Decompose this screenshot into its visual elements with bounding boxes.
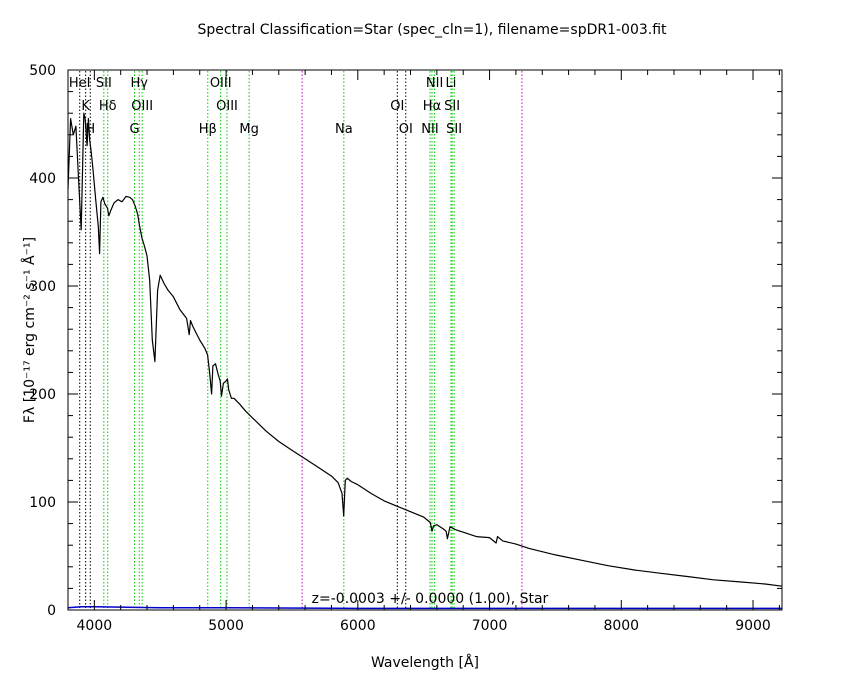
x-tick-label-5: 9000 bbox=[735, 618, 771, 634]
chart-title: Spectral Classification=Star (spec_cln=1… bbox=[197, 22, 667, 38]
x-tick-label-4: 8000 bbox=[603, 618, 639, 634]
y-tick-label-5: 500 bbox=[29, 63, 56, 79]
y-tick-label-2: 200 bbox=[29, 387, 56, 403]
line-label-2: H bbox=[85, 122, 95, 137]
line-label-17: Hα bbox=[423, 99, 441, 114]
line-label-4: Hδ bbox=[99, 99, 117, 114]
line-label-1: K bbox=[81, 99, 90, 114]
x-axis-ticks: 4000 5000 6000 7000 8000 9000 bbox=[67, 70, 780, 634]
line-label-9: OIII bbox=[210, 76, 232, 91]
line-label-7: OIII bbox=[131, 99, 153, 114]
line-label-3: SII bbox=[96, 76, 112, 91]
line-label-6: Hγ bbox=[131, 76, 149, 91]
x-tick-label-3: 7000 bbox=[472, 618, 508, 634]
y-tick-label-1: 100 bbox=[29, 495, 56, 511]
series-error bbox=[67, 606, 782, 610]
line-label-10: OIII bbox=[216, 99, 238, 114]
line-label-14: OI bbox=[390, 99, 404, 114]
line-label-19: Li bbox=[446, 76, 457, 91]
line-label-8: Hβ bbox=[199, 122, 217, 137]
line-label-18: NII bbox=[426, 76, 443, 91]
x-tick-label-2: 6000 bbox=[340, 618, 376, 634]
y-tick-label-3: 300 bbox=[29, 279, 56, 295]
line-label-11: Mg bbox=[239, 122, 258, 137]
y-tick-label-0: 0 bbox=[47, 603, 56, 619]
line-label-15: OI bbox=[399, 122, 413, 137]
y-axis-ticks: 0 100 200 300 400 500 bbox=[29, 63, 782, 619]
line-label-21: SII bbox=[446, 122, 462, 137]
x-tick-label-1: 5000 bbox=[208, 618, 244, 634]
plot-frame bbox=[67, 69, 783, 611]
x-tick-label-0: 4000 bbox=[77, 618, 113, 634]
line-label-13: Na bbox=[335, 122, 353, 137]
line-label-5: G bbox=[129, 122, 139, 137]
y-tick-label-4: 400 bbox=[29, 171, 56, 187]
data-series bbox=[67, 112, 783, 610]
spectral-line-markers bbox=[79, 71, 523, 609]
series-spectrum bbox=[67, 112, 783, 587]
redshift-annotation: z=-0.0003 +/- 0.0000 (1.00), Star bbox=[312, 591, 549, 607]
line-label-20: SII bbox=[444, 99, 460, 114]
line-label-16: NII bbox=[421, 122, 438, 137]
x-axis-label: Wavelength [Å] bbox=[371, 654, 479, 671]
line-label-0: HeI bbox=[69, 76, 91, 91]
y-axis-label: Fλ [10⁻¹⁷ erg cm⁻² s⁻¹ Å⁻¹] bbox=[21, 237, 38, 423]
